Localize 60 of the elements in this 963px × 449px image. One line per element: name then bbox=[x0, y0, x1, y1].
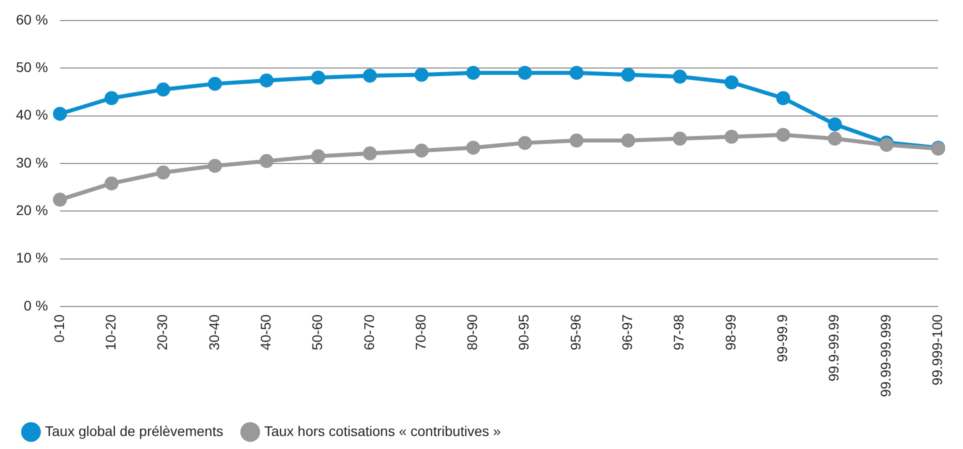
point bbox=[828, 117, 842, 132]
x-tick-label: 99-99.9 bbox=[774, 314, 790, 362]
point bbox=[156, 166, 170, 180]
y-tick-label: 30 % bbox=[16, 154, 48, 170]
x-tick-label: 99.999-100 bbox=[929, 314, 946, 386]
point bbox=[466, 66, 480, 80]
x-tick-label: 95-96 bbox=[567, 314, 584, 350]
x-tick-label: 97-98 bbox=[670, 314, 687, 350]
x-tick-label: 96-97 bbox=[619, 314, 636, 350]
point bbox=[621, 68, 636, 82]
point bbox=[208, 158, 222, 173]
y-tick-label: 0 % bbox=[24, 297, 48, 314]
y-tick-label: 10 % bbox=[16, 250, 48, 266]
point bbox=[672, 70, 687, 84]
point bbox=[518, 66, 532, 80]
y-tick-label: 60 % bbox=[16, 11, 48, 28]
x-tick-label: 0-10 bbox=[50, 314, 67, 343]
point bbox=[362, 68, 377, 83]
point bbox=[414, 68, 429, 82]
point bbox=[518, 136, 532, 150]
point bbox=[260, 73, 274, 88]
point bbox=[672, 132, 687, 146]
point bbox=[570, 66, 584, 80]
point bbox=[776, 128, 790, 142]
point bbox=[724, 130, 739, 144]
point bbox=[880, 138, 894, 152]
x-tick-label: 80-90 bbox=[464, 314, 480, 350]
point bbox=[52, 106, 67, 121]
y-tick-label: 20 % bbox=[16, 202, 48, 218]
point bbox=[104, 91, 119, 106]
point bbox=[208, 76, 222, 91]
x-tick-label: 90-95 bbox=[516, 314, 532, 350]
x-tick-label: 98-99 bbox=[722, 314, 738, 350]
point bbox=[466, 140, 480, 155]
point bbox=[414, 144, 429, 158]
point bbox=[311, 70, 326, 85]
x-tick-label: 20-30 bbox=[154, 314, 170, 350]
point bbox=[104, 176, 119, 190]
legend-label: Taux hors cotisations « contributives » bbox=[264, 422, 501, 439]
point bbox=[52, 192, 67, 207]
point bbox=[621, 134, 636, 148]
x-tick-label: 70-80 bbox=[412, 314, 428, 350]
legend-label: Taux global de prélèvements bbox=[45, 422, 224, 439]
x-tick-label: 30-40 bbox=[206, 314, 222, 350]
x-tick-label: 50-60 bbox=[309, 314, 326, 350]
point bbox=[828, 132, 842, 146]
point bbox=[260, 154, 274, 168]
point bbox=[362, 146, 377, 160]
point bbox=[776, 91, 790, 106]
y-tick-label: 40 % bbox=[16, 106, 48, 123]
x-tick-label: 99.9-99.99 bbox=[826, 314, 842, 382]
point bbox=[156, 82, 170, 97]
point bbox=[724, 75, 739, 90]
x-tick-label: 40-50 bbox=[257, 314, 274, 350]
point bbox=[570, 134, 584, 148]
y-tick-label: 50 % bbox=[16, 58, 48, 75]
x-tick-label: 60-70 bbox=[360, 314, 377, 350]
point bbox=[311, 149, 326, 164]
x-tick-label: 10-20 bbox=[102, 314, 118, 350]
x-tick-label: 99.99-99.999 bbox=[877, 314, 894, 398]
